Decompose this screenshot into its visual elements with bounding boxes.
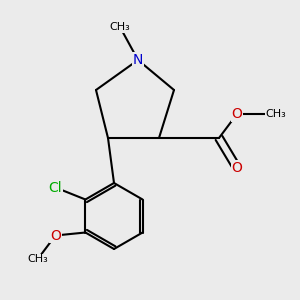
- Text: CH₃: CH₃: [110, 22, 130, 32]
- Text: Cl: Cl: [49, 181, 62, 194]
- Text: O: O: [50, 229, 61, 242]
- Text: CH₃: CH₃: [27, 254, 48, 265]
- Text: CH₃: CH₃: [266, 109, 286, 119]
- Text: O: O: [232, 107, 242, 121]
- Text: N: N: [133, 53, 143, 67]
- Text: O: O: [232, 161, 242, 175]
